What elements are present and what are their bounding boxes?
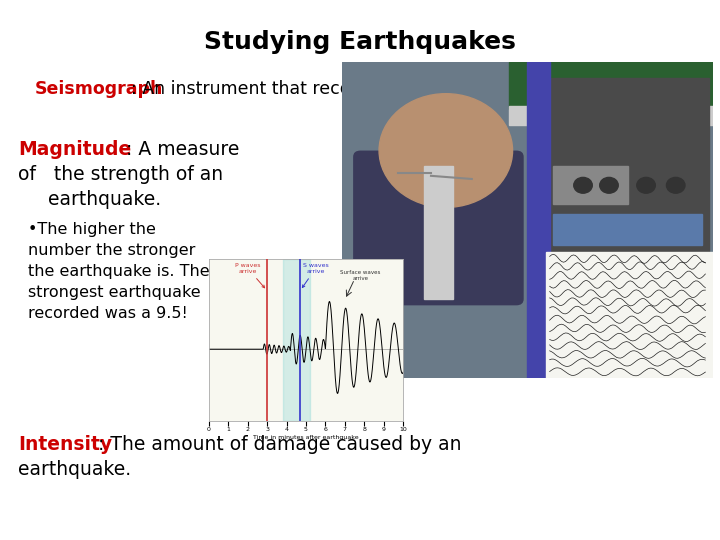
Bar xyxy=(283,259,310,421)
Text: Studying Earthquakes: Studying Earthquakes xyxy=(204,30,516,54)
Circle shape xyxy=(600,178,618,193)
Circle shape xyxy=(636,178,655,193)
Circle shape xyxy=(379,94,513,207)
Text: Intensity: Intensity xyxy=(18,435,112,454)
Text: S waves
arrive: S waves arrive xyxy=(302,263,328,287)
FancyBboxPatch shape xyxy=(353,151,523,305)
Text: : An instrument that records vibrations in the ground.: : An instrument that records vibrations … xyxy=(131,80,598,98)
Bar xyxy=(546,252,713,378)
Circle shape xyxy=(574,178,593,193)
Text: P waves
arrive: P waves arrive xyxy=(235,263,264,288)
Bar xyxy=(546,78,709,252)
Circle shape xyxy=(667,178,685,193)
Text: Seismograph: Seismograph xyxy=(35,80,163,98)
Bar xyxy=(509,62,713,110)
Bar xyxy=(554,214,702,245)
X-axis label: Time in minutes after earthquake: Time in minutes after earthquake xyxy=(253,435,359,440)
Bar xyxy=(554,166,628,204)
Text: earthquake.: earthquake. xyxy=(18,460,131,479)
Text: •The higher the
number the stronger
the earthquake is. The
strongest earthquake
: •The higher the number the stronger the … xyxy=(28,222,210,321)
Text: of   the strength of an: of the strength of an xyxy=(18,165,223,184)
Text: Magnitude: Magnitude xyxy=(18,140,131,159)
Bar xyxy=(509,106,713,125)
Text: : A measure: : A measure xyxy=(126,140,239,159)
Bar xyxy=(423,166,454,299)
Text: Surface waves
arrive: Surface waves arrive xyxy=(341,270,381,281)
Text: earthquake.: earthquake. xyxy=(18,190,161,209)
Bar xyxy=(527,62,549,378)
Text: : The amount of damage caused by an: : The amount of damage caused by an xyxy=(98,435,462,454)
